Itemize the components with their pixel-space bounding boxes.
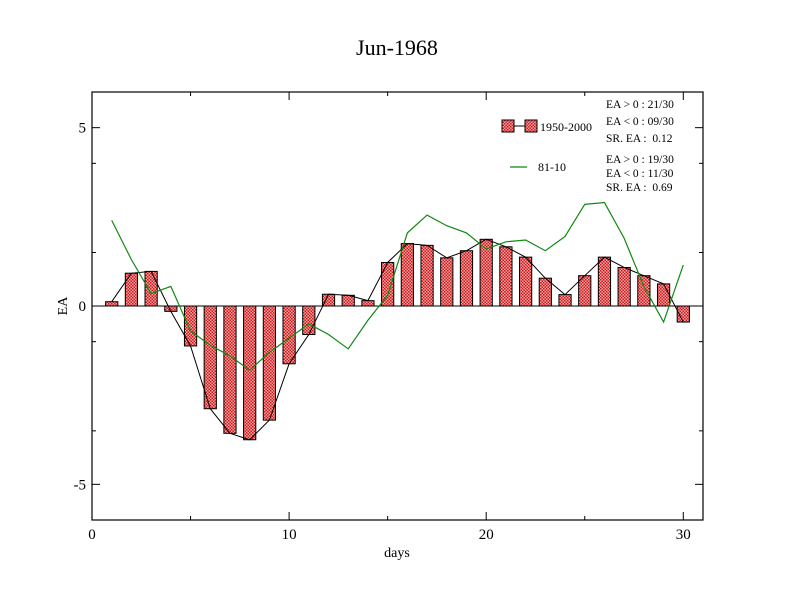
bar-1950-2000-day-12 — [321, 293, 336, 307]
bar-1950-2000-day-1 — [105, 301, 119, 307]
bar-1950-2000-day-28 — [637, 275, 651, 307]
bar-1950-2000-day-19 — [459, 250, 474, 307]
bar-1950-2000-day-7 — [223, 305, 237, 434]
y-tick-label-0: 0 — [79, 299, 87, 315]
y-tick-label-5: 5 — [79, 121, 87, 137]
line-1950-2000 — [111, 238, 684, 441]
x-tick-label-20: 20 — [479, 527, 494, 543]
plot-area — [92, 201, 703, 441]
bar-1950-2000-day-6 — [203, 305, 217, 410]
stats-1-line-3: SR. EA : 0.12 — [606, 133, 673, 145]
bar-1950-2000-day-29 — [656, 283, 671, 307]
stats-2-line-3: SR. EA : 0.69 — [606, 182, 673, 194]
legend: 1950-2000 81-10 EA > 0 : 21/30 EA < 0 : 09/… — [501, 99, 674, 194]
bar-1950-2000-day-24 — [558, 294, 572, 307]
stats-1-line-2: EA < 0 : 09/30 — [606, 116, 674, 128]
bar-1950-2000-day-22 — [519, 256, 533, 307]
legend-81-10-label: 81-10 — [538, 160, 566, 174]
stats-2-line-1: EA > 0 : 19/30 — [606, 154, 674, 166]
bar-1950-2000-day-15 — [381, 261, 395, 307]
x-tick-label-0: 0 — [88, 527, 96, 543]
bar-1950-2000-day-14 — [361, 300, 375, 307]
bar-1950-2000-day-16 — [400, 243, 414, 307]
stats-2-line-2: EA < 0 : 11/30 — [606, 168, 674, 180]
chart-title: Jun-1968 — [356, 35, 438, 60]
bar-1950-2000-day-27 — [617, 266, 631, 307]
bar-1950-2000-day-9 — [262, 305, 276, 421]
line-81-10 — [111, 201, 684, 371]
stats-1-line-1: EA > 0 : 21/30 — [606, 99, 674, 111]
legend-1950-2000-swatch-right — [524, 119, 538, 133]
bar-1950-2000-day-5 — [183, 305, 198, 347]
bar-1950-2000-day-2 — [124, 272, 139, 307]
y-tick-label--5: -5 — [74, 477, 87, 493]
bar-1950-2000-day-17 — [420, 244, 434, 307]
x-axis-label: days — [384, 546, 410, 561]
bar-1950-2000-day-18 — [440, 257, 454, 307]
bar-1950-2000-day-3 — [144, 270, 158, 307]
axes: 0 10 20 30 5 0 -5 — [74, 92, 703, 543]
x-tick-label-10: 10 — [282, 527, 297, 543]
x-tick-label-30: 30 — [676, 527, 691, 543]
bar-1950-2000-day-21 — [499, 246, 513, 307]
bar-1950-2000-day-26 — [597, 256, 612, 307]
bar-1950-2000-day-8 — [243, 305, 257, 441]
legend-1950-2000-label: 1950-2000 — [540, 120, 592, 134]
y-axis-label: EA — [56, 296, 71, 316]
bar-1950-2000-day-11 — [302, 305, 316, 336]
legend-1950-2000-swatch-left — [501, 119, 515, 133]
